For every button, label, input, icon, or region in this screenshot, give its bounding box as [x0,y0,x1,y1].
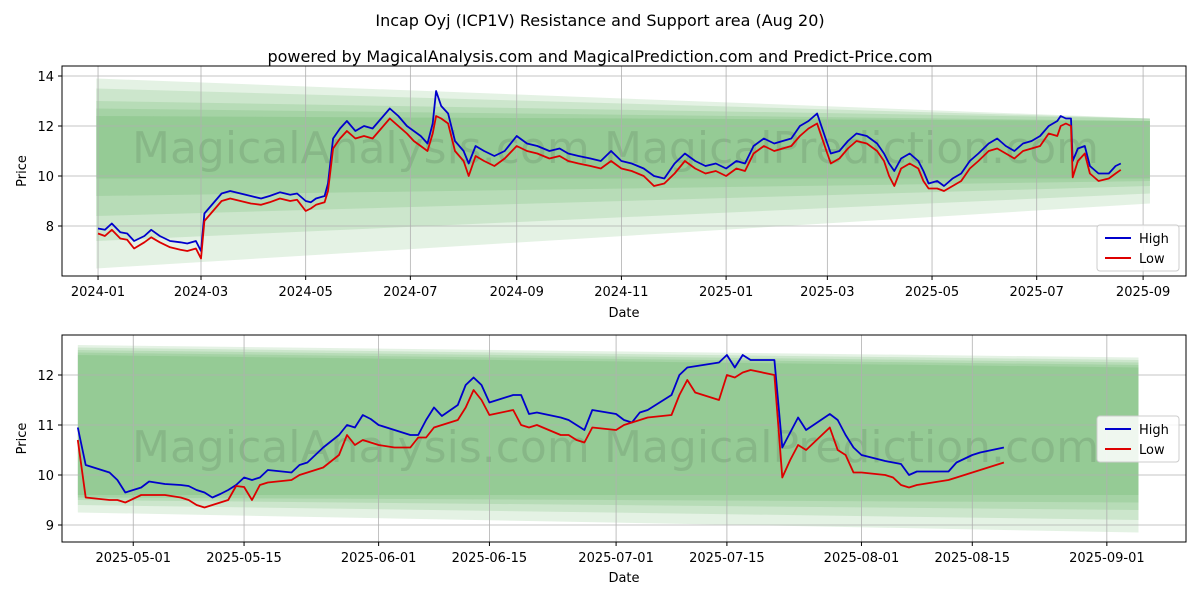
legend: High Low [1096,224,1180,272]
x-tick-label: 2025-03 [800,285,854,300]
x-axis-label: Date [608,571,639,586]
x-tick-label: 2025-07-01 [578,551,654,566]
series-line-high [76,354,1005,499]
series-line-low [76,369,1005,509]
resistance-support-band [77,352,1139,503]
x-tick-label: 2024-11 [594,285,648,300]
y-tick-label: 10 [37,469,54,484]
watermark-text: MagicalAnalysis.com [132,422,590,473]
legend-box [1096,415,1180,463]
resistance-support-band [77,347,1139,520]
series-line-low [97,115,1122,260]
x-tick-label: 2025-05-01 [95,551,171,566]
resistance-support-band [96,116,1150,179]
x-axis-label: Date [608,306,639,321]
x-tick-label: 2025-06-01 [341,551,417,566]
series-line-high [97,90,1122,252]
x-tick-label: 2024-01 [71,285,125,300]
x-tick-label: 2025-01 [699,285,753,300]
x-tick-label: 2024-05 [279,285,333,300]
y-tick-label: 12 [37,369,54,384]
legend-label-high: High [1139,232,1169,247]
x-tick-label: 2025-06-15 [452,551,528,566]
legend-label-low: Low [1139,252,1165,267]
y-axis-label: Price [15,423,30,455]
watermark-text: MagicalPrediction.com [604,123,1099,174]
watermark-text: MagicalPrediction.com [604,422,1099,473]
y-tick-label: 10 [37,170,54,185]
x-tick-label: 2025-07 [1010,285,1064,300]
y-axis-label: Price [15,155,30,187]
resistance-support-band [96,108,1150,196]
x-tick-label: 2025-08-15 [935,551,1011,566]
x-tick-label: 2025-07-15 [689,551,765,566]
legend-label-high: High [1139,423,1169,438]
chart-subtitle: powered by MagicalAnalysis.com and Magic… [267,47,932,66]
resistance-support-band [96,101,1150,216]
resistance-support-band [77,345,1139,533]
y-tick-label: 11 [37,419,54,434]
x-tick-label: 2025-08-01 [824,551,900,566]
x-tick-label: 2024-03 [174,285,228,300]
legend-box [1096,224,1180,272]
bottom-panel: MagicalAnalysis.com MagicalPrediction.com… [15,334,1187,586]
y-tick-label: 9 [46,519,54,534]
x-tick-label: 2024-07 [383,285,437,300]
x-tick-label: 2025-05 [905,285,959,300]
x-tick-label: 2025-05-15 [206,551,282,566]
y-tick-label: 8 [46,220,54,235]
plot-frame [61,65,1187,277]
legend-label-low: Low [1139,443,1165,458]
x-tick-label: 2025-09 [1116,285,1170,300]
y-tick-label: 14 [37,70,54,85]
y-tick-label: 12 [37,120,54,135]
chart-title: Incap Oyj (ICP1V) Resistance and Support… [375,11,824,30]
legend: High Low [1096,415,1180,463]
plot-frame [61,334,1187,543]
x-tick-label: 2025-09-01 [1069,551,1145,566]
grid [62,66,1186,276]
resistance-support-band [96,88,1150,241]
x-tick-label: 2024-09 [490,285,544,300]
top-panel: MagicalAnalysis.com MagicalPrediction.com… [15,65,1187,321]
